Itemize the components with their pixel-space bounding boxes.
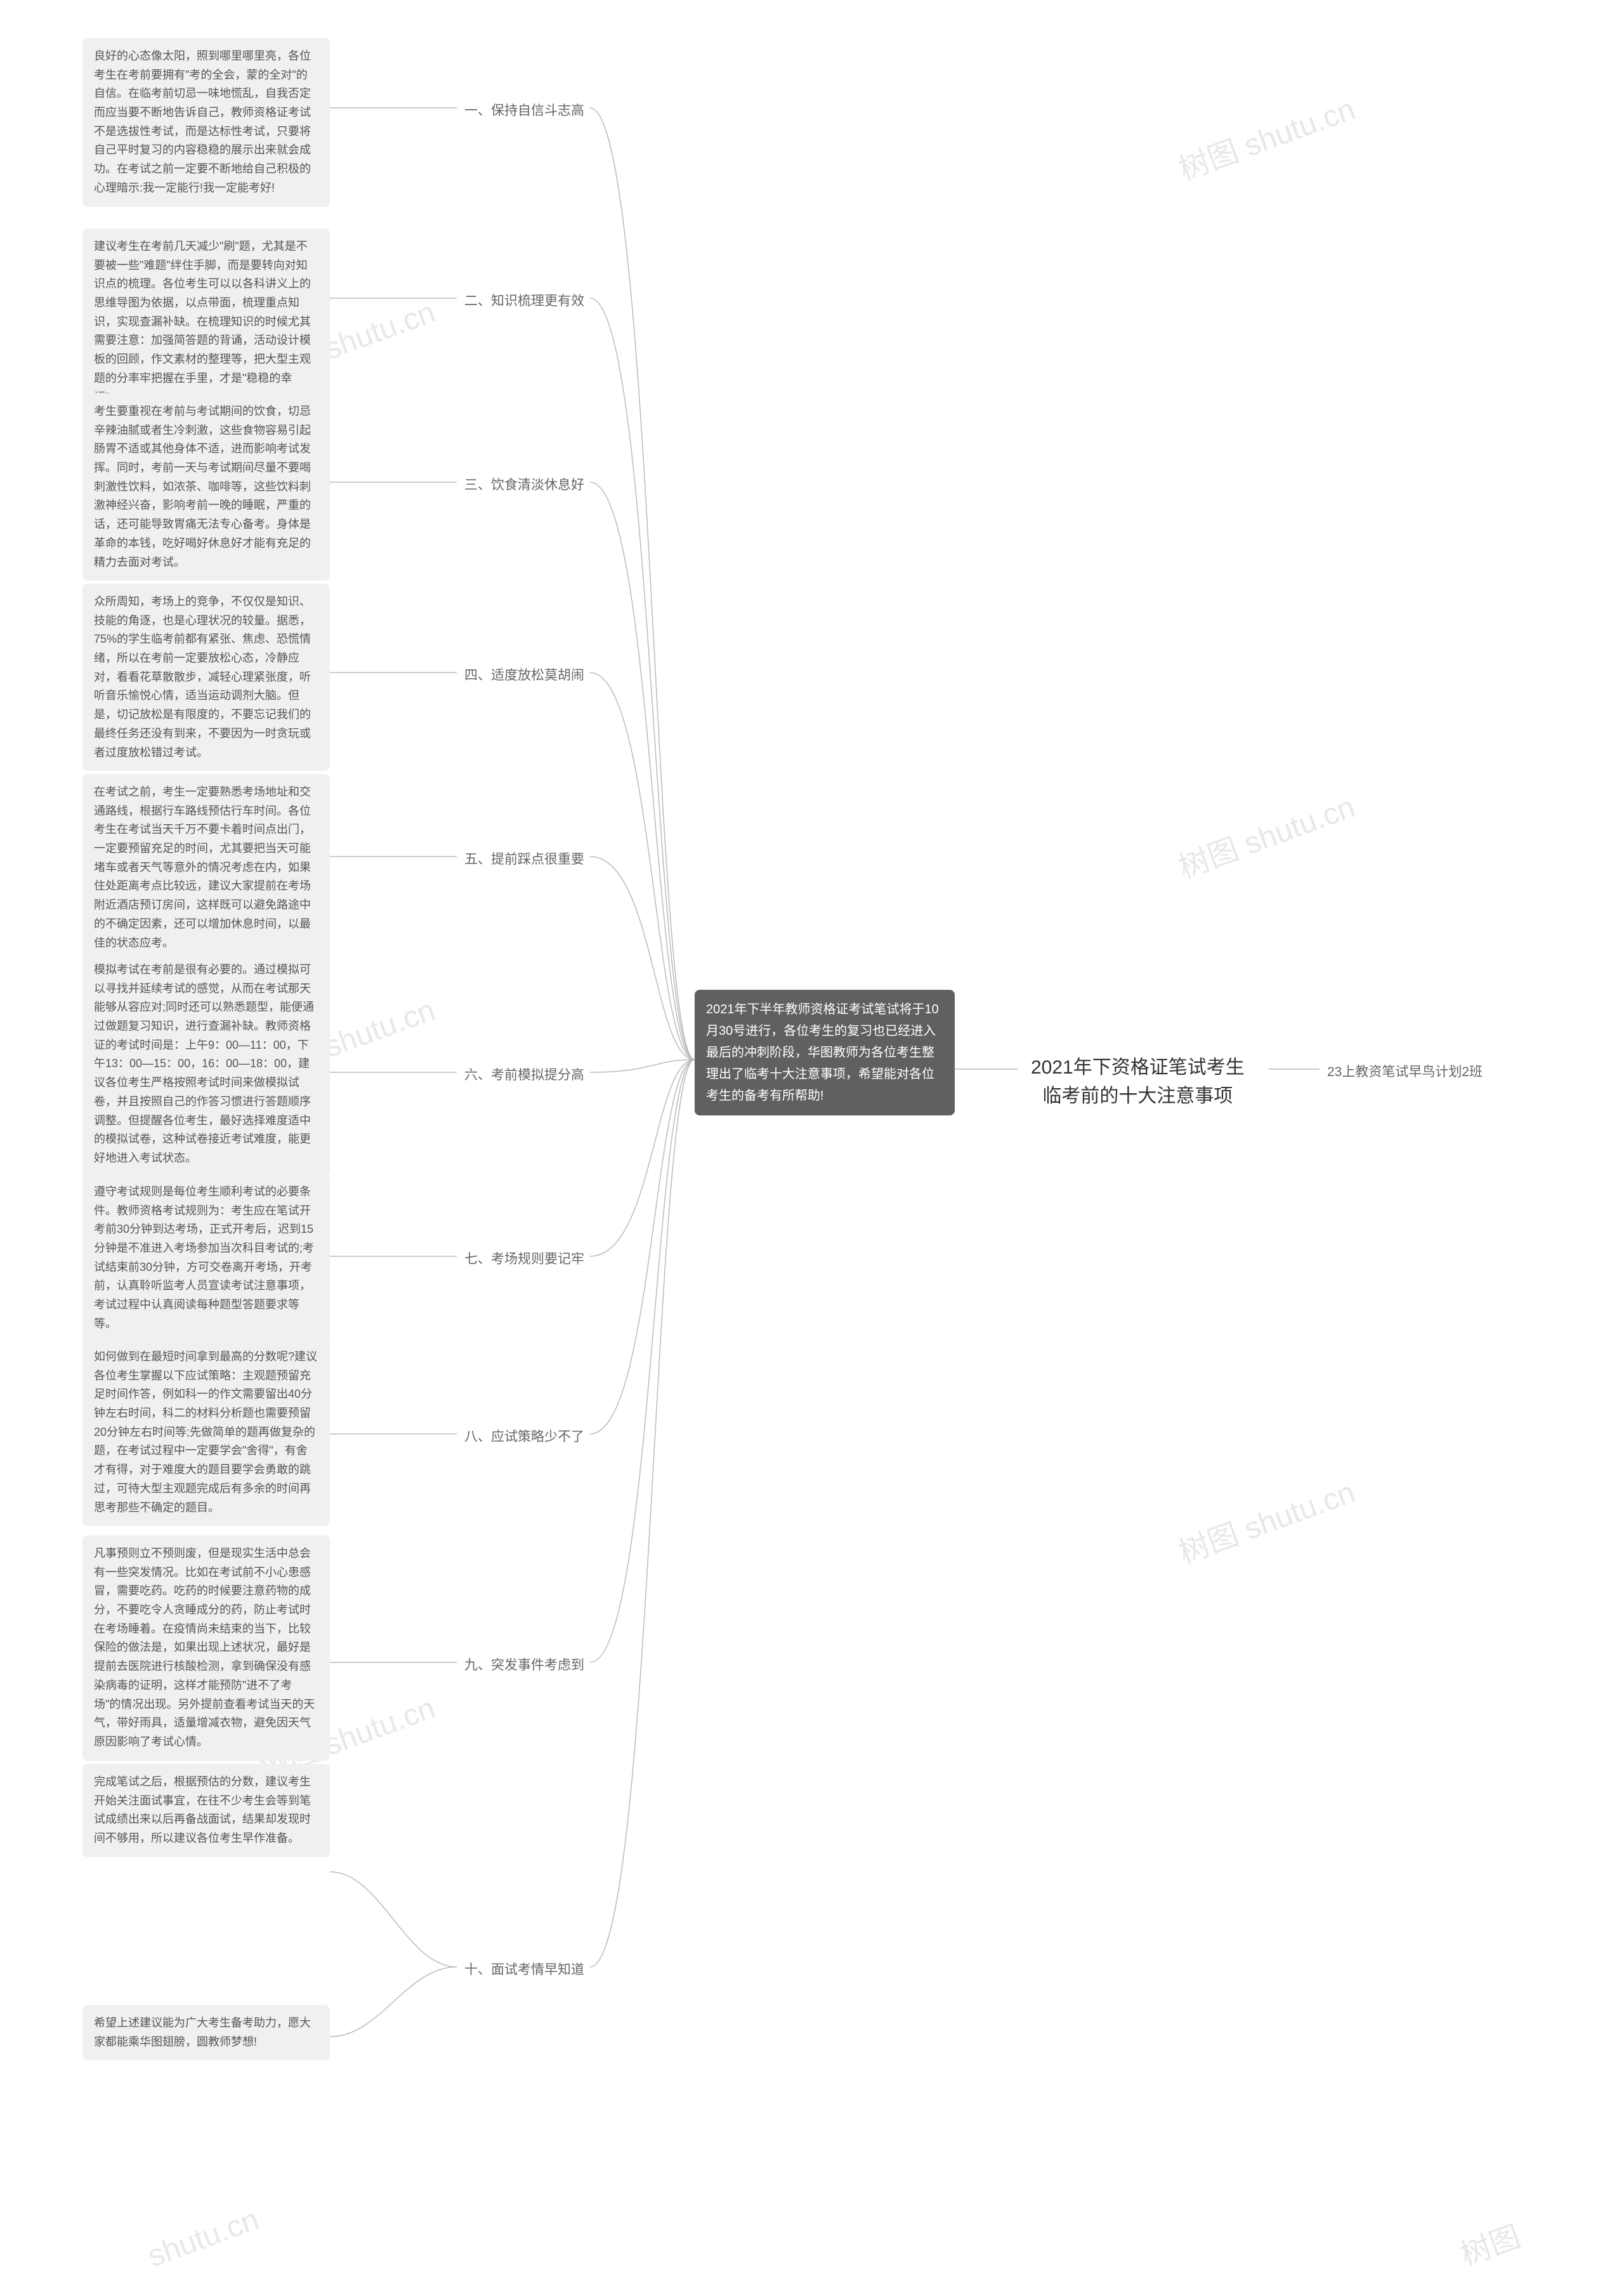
connector-fan — [590, 95, 698, 1973]
connector-detail-2 — [330, 470, 457, 495]
section-node-1: 二、知识梳理更有效 — [457, 286, 592, 317]
connector-detail-7 — [330, 1421, 457, 1447]
section-node-7: 八、应试策略少不了 — [457, 1421, 592, 1453]
section-node-8: 九、突发事件考虑到 — [457, 1650, 592, 1681]
connector-title-intro — [955, 1060, 1018, 1079]
section-node-4: 五、提前踩点很重要 — [457, 844, 592, 876]
connector-detail-8 — [330, 1650, 457, 1675]
detail-node-5: 模拟考试在考前是很有必要的。通过模拟可以寻找并延续考试的感觉，从而在考试那天能够… — [82, 952, 330, 1177]
watermark: 树图 shutu.cn — [1172, 84, 1360, 188]
connector-detail-1 — [330, 286, 457, 311]
detail-node-7: 如何做到在最短时间拿到最高的分数呢?建议各位考生掌握以下应试策略：主观题预留充足… — [82, 1339, 330, 1526]
section-node-6: 七、考场规则要记牢 — [457, 1244, 592, 1275]
connector-detail-5 — [330, 1060, 457, 1085]
detail-node-9: 完成笔试之后，根据预估的分数，建议考生开始关注面试事宜，在往不少考生会等到笔试成… — [82, 1764, 330, 1857]
connector-detail-3 — [330, 660, 457, 685]
detail-node-1: 建议考生在考前几天减少"刷"题，尤其是不要被一些"难题"绊住手脚，而是要转向对知… — [82, 228, 330, 416]
connector-title-extra — [1269, 1060, 1326, 1079]
watermark: 树图 shutu.cn — [1172, 782, 1360, 886]
detail-node-8: 凡事预则立不预则废，但是现实生活中总会有一些突发情况。比如在考试前不小心患感冒，… — [82, 1535, 330, 1761]
connector-detail-0 — [330, 95, 457, 121]
detail-node-4: 在考试之前，考生一定要熟悉考场地址和交通路线，根据行车路线预估行车时间。各位考生… — [82, 774, 330, 961]
detail-node-2: 考生要重视在考前与考试期间的饮食，切忌辛辣油腻或者生冷刺激，这些食物容易引起肠胃… — [82, 393, 330, 581]
section-node-3: 四、适度放松莫胡闹 — [457, 660, 592, 692]
section-node-9: 十、面试考情早知道 — [457, 1954, 592, 1986]
intro-node: 2021年下半年教师资格证考试笔试将于10月30号进行，各位考生的复习也已经进入… — [695, 990, 955, 1115]
section-node-0: 一、保持自信斗志高 — [457, 95, 592, 127]
section-node-5: 六、考前模拟提分高 — [457, 1060, 592, 1091]
detail-node-6: 遵守考试规则是每位考生顺利考试的必要条件。教师资格考试规则为：考生应在笔试开考前… — [82, 1174, 330, 1343]
extra-node: 23上教资笔试早鸟计划2班 — [1320, 1056, 1490, 1088]
detail-node-3: 众所周知，考场上的竞争，不仅仅是知识、技能的角逐，也是心理状况的较量。据悉，75… — [82, 584, 330, 771]
detail-node-0: 良好的心态像太阳，照到哪里哪里亮，各位考生在考前要拥有"考的全会，蒙的全对"的自… — [82, 38, 330, 207]
connector-detail-9 — [330, 1853, 457, 2056]
watermark: 树图 — [1453, 2212, 1526, 2274]
section-node-2: 三、饮食清淡休息好 — [457, 470, 592, 501]
connector-detail-4 — [330, 844, 457, 869]
detail-node-9b: 希望上述建议能为广大考生备考助力，愿大家都能乘华图翅膀，圆教师梦想! — [82, 2005, 330, 2060]
root-title: 2021年下资格证笔试考生 临考前的十大注意事项 — [1018, 1041, 1257, 1123]
watermark: shutu.cn — [143, 2202, 263, 2274]
watermark: 树图 shutu.cn — [1172, 1467, 1360, 1572]
root-title-text: 2021年下资格证笔试考生 临考前的十大注意事项 — [1031, 1057, 1245, 1107]
connector-detail-6 — [330, 1244, 457, 1269]
